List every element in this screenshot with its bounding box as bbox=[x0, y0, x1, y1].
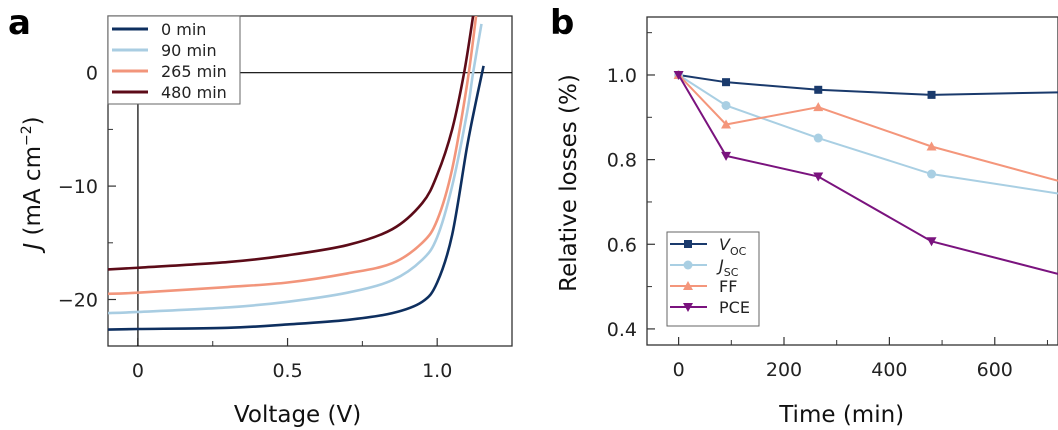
y-tick-label: 0.6 bbox=[607, 234, 637, 256]
y-label-unit: (mA cm bbox=[20, 146, 46, 243]
x-axis-label: Time (min) bbox=[778, 402, 904, 428]
legend-label: 480 min bbox=[161, 83, 227, 102]
legend-label-subscript: OC bbox=[730, 245, 747, 258]
series-group bbox=[108, 16, 485, 331]
legend-label: PCE bbox=[719, 298, 750, 317]
x-axis-label: Voltage (V) bbox=[234, 402, 361, 428]
marker-triangle-up bbox=[721, 119, 732, 129]
y-axis-label: J (mA cm−2) bbox=[19, 116, 46, 253]
x-tick-label: 0 bbox=[673, 359, 685, 381]
marker-triangle-up bbox=[683, 281, 693, 290]
marker-triangle-down bbox=[926, 237, 937, 247]
legend-a: 0 min 90 min 265 min 480 min bbox=[107, 15, 241, 105]
legend-label-main: V bbox=[719, 235, 731, 254]
y-label-symbol: J bbox=[20, 243, 46, 254]
legend-label: 265 min bbox=[161, 62, 227, 81]
x-tick-label: 400 bbox=[871, 359, 907, 381]
jv-curve-480-min bbox=[108, 16, 475, 271]
x-tick-label: 600 bbox=[977, 359, 1013, 381]
x-tick-label: 0 bbox=[132, 360, 144, 382]
legend-label: FF bbox=[719, 277, 737, 296]
y-tick-label: 1.0 bbox=[607, 65, 637, 87]
legend-box bbox=[666, 231, 760, 327]
marker-circle bbox=[927, 169, 937, 179]
marker-triangle-down bbox=[683, 303, 693, 312]
series-VOC bbox=[674, 70, 1058, 99]
marker-triangle-up bbox=[813, 102, 824, 112]
y-tick-label: 0 bbox=[86, 63, 98, 85]
marker-circle bbox=[721, 100, 731, 110]
y-label-close: ) bbox=[20, 116, 46, 125]
panel-label-b: b bbox=[550, 3, 574, 43]
marker-circle bbox=[813, 133, 823, 143]
y-tick-label: −20 bbox=[58, 290, 98, 312]
legend-label: VOC bbox=[719, 235, 747, 258]
y-axis-label: Relative losses (%) bbox=[556, 74, 582, 292]
legend-label: 0 min bbox=[161, 20, 206, 39]
marker-square bbox=[927, 90, 936, 99]
marker-triangle-up bbox=[926, 141, 937, 151]
series-line bbox=[678, 73, 1058, 96]
legend-label-main: PCE bbox=[719, 298, 750, 317]
plot-frame bbox=[646, 16, 1058, 346]
series-line bbox=[677, 74, 1058, 182]
legend-label: JSC bbox=[716, 256, 739, 279]
marker-square bbox=[814, 85, 823, 94]
legend-label-main: J bbox=[716, 256, 724, 275]
legend-label-main: FF bbox=[719, 277, 737, 296]
marker-triangle-down bbox=[673, 70, 684, 80]
marker-square bbox=[684, 240, 692, 248]
y-tick-label: 0.4 bbox=[607, 319, 637, 341]
y-label-exponent: −2 bbox=[19, 125, 35, 146]
jv-curve-0-min bbox=[108, 65, 485, 331]
y-tick-label: 0.8 bbox=[607, 150, 637, 172]
series-FF bbox=[673, 69, 1058, 182]
panel-label-a: a bbox=[8, 3, 31, 43]
marker-triangle-down bbox=[721, 151, 732, 161]
marker-circle bbox=[683, 260, 693, 270]
plot-frame bbox=[107, 15, 513, 347]
jv-curve-265-min bbox=[108, 16, 478, 296]
panel-a: 0 0.5 1.0 0 −10 −20 0 min 90 min 265 min 480 min V… bbox=[19, 15, 513, 428]
marker-triangle-down bbox=[813, 172, 824, 182]
legend-box bbox=[107, 15, 241, 105]
marker-square bbox=[722, 78, 731, 87]
x-tick-label: 0.5 bbox=[272, 360, 302, 382]
series-PCE bbox=[673, 70, 1058, 275]
x-tick-label: 200 bbox=[766, 359, 802, 381]
y-tick-label: −10 bbox=[58, 176, 98, 198]
legend-label-subscript: SC bbox=[724, 266, 739, 279]
jv-curve-90-min bbox=[108, 23, 483, 315]
series-JSC bbox=[674, 70, 1058, 195]
x-tick-label: 1.0 bbox=[422, 360, 452, 382]
legend-label: 90 min bbox=[161, 41, 217, 60]
